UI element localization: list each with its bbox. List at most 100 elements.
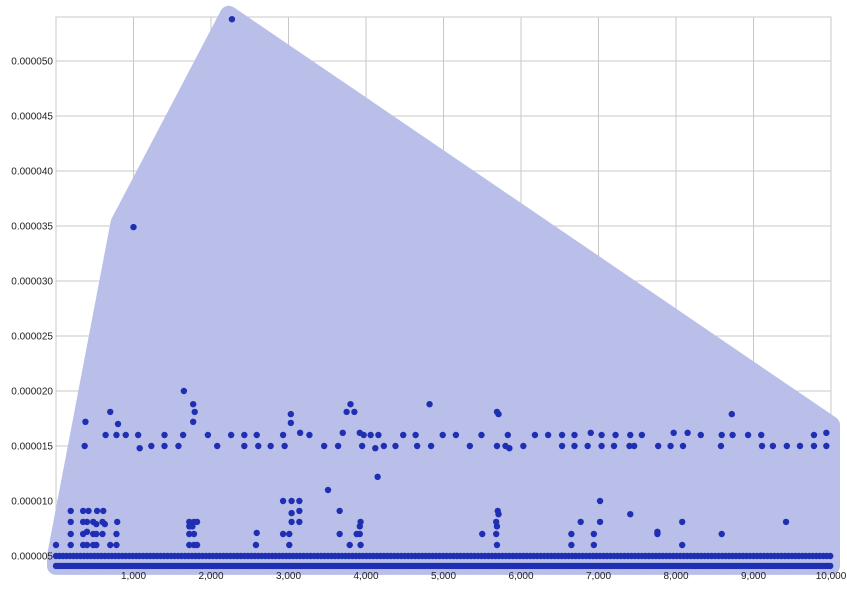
data-point xyxy=(161,442,168,450)
data-point xyxy=(281,442,288,450)
data-point xyxy=(590,541,598,549)
data-point xyxy=(630,442,638,450)
y-tick-label: 0.000020 xyxy=(11,387,53,398)
data-point xyxy=(255,442,262,450)
data-point xyxy=(82,418,89,425)
data-point xyxy=(571,431,578,439)
data-point xyxy=(122,431,129,439)
data-point xyxy=(320,442,328,450)
x-tick-label: 7,000 xyxy=(586,571,611,582)
y-tick-label: 0.000005 xyxy=(11,552,53,563)
data-point xyxy=(93,507,101,515)
data-point xyxy=(93,530,100,538)
data-point xyxy=(571,442,578,450)
x-tick-label: 10,000 xyxy=(816,571,847,582)
data-point xyxy=(136,445,143,452)
data-point xyxy=(191,408,198,416)
data-point xyxy=(113,541,120,549)
data-point xyxy=(796,442,804,450)
data-point xyxy=(380,442,388,450)
data-point xyxy=(412,431,419,439)
data-point xyxy=(495,511,502,518)
data-point xyxy=(175,442,182,450)
data-point xyxy=(684,429,691,436)
data-point xyxy=(252,541,260,549)
y-tick-label: 0.000025 xyxy=(11,332,53,343)
data-point xyxy=(558,442,566,450)
data-point xyxy=(626,442,633,450)
data-point xyxy=(612,431,619,439)
data-point xyxy=(810,431,818,439)
data-point xyxy=(134,431,142,439)
data-point xyxy=(288,497,295,505)
data-point xyxy=(558,431,566,439)
data-point xyxy=(627,511,634,518)
data-point xyxy=(783,442,791,450)
data-point xyxy=(654,442,662,450)
data-point xyxy=(667,442,674,450)
data-point xyxy=(729,431,736,439)
data-point xyxy=(439,431,446,439)
data-point xyxy=(596,518,604,526)
data-point xyxy=(81,442,88,450)
data-point xyxy=(189,523,196,530)
data-point xyxy=(769,442,777,450)
data-point xyxy=(531,431,539,439)
data-point xyxy=(610,442,618,450)
x-tick-label: 1,000 xyxy=(121,571,146,582)
data-point xyxy=(823,442,830,450)
data-point xyxy=(99,530,106,538)
data-point xyxy=(180,387,188,395)
data-point xyxy=(193,541,201,549)
data-point xyxy=(93,520,100,528)
data-point xyxy=(296,507,303,515)
data-point xyxy=(296,518,303,526)
data-point xyxy=(52,541,60,549)
data-point xyxy=(587,429,594,436)
y-tick-label: 0.000015 xyxy=(11,442,53,453)
data-point xyxy=(577,518,584,526)
data-point xyxy=(83,518,91,526)
data-point xyxy=(279,530,287,538)
data-points xyxy=(52,16,834,570)
data-point xyxy=(296,497,303,505)
data-point xyxy=(186,541,193,549)
data-point xyxy=(356,530,363,538)
data-point xyxy=(590,530,598,538)
data-point xyxy=(336,507,343,515)
data-point xyxy=(193,518,201,526)
data-point xyxy=(679,518,686,526)
data-point xyxy=(717,442,725,450)
data-point xyxy=(214,442,221,450)
data-point xyxy=(107,541,114,549)
y-axis-ticks: 0.000005 0.000010 0.000015 0.000020 0.000025… xyxy=(11,57,53,563)
data-point xyxy=(161,431,168,439)
data-point xyxy=(107,408,114,416)
data-point xyxy=(186,530,193,538)
data-point xyxy=(356,523,363,530)
data-point xyxy=(744,431,752,439)
data-point xyxy=(504,431,512,439)
data-point xyxy=(495,410,502,418)
data-point xyxy=(568,541,575,549)
data-point xyxy=(367,431,374,439)
data-point xyxy=(85,507,92,515)
x-tick-label: 9,000 xyxy=(741,571,766,582)
x-tick-label: 2,000 xyxy=(198,571,223,582)
x-axis-ticks: 1,000 2,000 3,000 4,000 5,000 6,000 7,000 8,000… xyxy=(121,571,847,582)
data-point xyxy=(67,530,74,538)
data-point xyxy=(506,445,513,452)
data-point xyxy=(627,431,634,439)
data-point xyxy=(372,445,379,452)
x-tick-label: 8,000 xyxy=(663,571,688,582)
data-point xyxy=(93,541,100,549)
data-point xyxy=(827,562,834,570)
data-point xyxy=(101,520,109,528)
data-point xyxy=(493,523,501,530)
data-point xyxy=(392,442,399,450)
data-point xyxy=(279,431,287,439)
data-point xyxy=(358,442,366,450)
data-point xyxy=(568,530,575,538)
data-point xyxy=(360,431,367,439)
